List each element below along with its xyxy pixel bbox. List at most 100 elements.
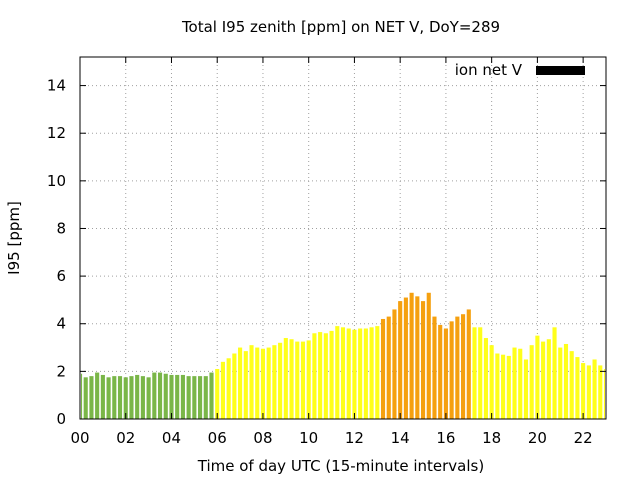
bar: [483, 338, 488, 419]
x-tick-labels: 00 02 04 06 08 10 12 14 16 18 20 22: [70, 429, 592, 447]
bar: [512, 347, 517, 419]
bar: [420, 301, 426, 419]
bar: [546, 339, 551, 419]
bar: [329, 330, 334, 419]
bar: [215, 368, 220, 419]
y-tick-label: 2: [56, 362, 66, 380]
bar: [415, 296, 420, 419]
x-tick-label: 22: [574, 429, 593, 447]
bar: [323, 333, 328, 419]
bar: [558, 347, 563, 419]
bar: [380, 318, 386, 419]
x-tick-label: 10: [299, 429, 318, 447]
plot-frame: [79, 56, 607, 420]
bar: [506, 355, 511, 419]
bar: [575, 357, 580, 419]
bar: [340, 327, 346, 419]
bar: [300, 341, 306, 419]
y-tick-label: 8: [56, 219, 66, 237]
bar: [243, 351, 248, 419]
bar: [443, 328, 448, 419]
y-tick-label: 12: [47, 124, 66, 142]
bar: [335, 326, 340, 419]
bar: [541, 341, 546, 419]
bar: [152, 372, 157, 419]
bar: [95, 372, 100, 419]
x-tick-label: 06: [208, 429, 227, 447]
x-axis-label: Time of day UTC (15-minute intervals): [197, 457, 484, 475]
bar: [112, 376, 117, 419]
bar: [135, 374, 140, 419]
bar: [117, 376, 123, 419]
bar: [169, 374, 174, 419]
bar: [403, 297, 408, 419]
bar: [278, 342, 283, 419]
bar: [203, 376, 208, 419]
bar: [140, 376, 145, 419]
y-axis-label: I95 [ppm]: [5, 201, 23, 275]
bar: [478, 327, 483, 419]
bar: [146, 377, 151, 419]
y-tick-labels: 0 2 4 6 8 10 12 14: [47, 77, 66, 428]
bar: [495, 353, 500, 419]
bar: [501, 354, 506, 419]
bar: [249, 345, 254, 419]
bar: [238, 347, 243, 419]
x-tick-label: 12: [345, 429, 364, 447]
y-tick-label: 6: [56, 267, 66, 285]
bar: [260, 348, 266, 419]
bar: [283, 338, 288, 419]
y-tick-label: 4: [56, 315, 66, 333]
bar: [523, 359, 529, 419]
x-tick-label: 08: [253, 429, 272, 447]
bar: [598, 365, 603, 419]
bar: [81, 373, 83, 419]
bar: [455, 316, 460, 419]
bar: [209, 372, 214, 419]
bar: [186, 376, 191, 419]
bar: [518, 348, 523, 419]
bar: [192, 376, 197, 419]
bar: [375, 326, 380, 419]
bar: [358, 328, 363, 419]
x-tick-label: 04: [162, 429, 181, 447]
bar: [266, 347, 271, 419]
bar: [312, 333, 317, 419]
x-tick-label: 02: [116, 429, 135, 447]
bar: [552, 327, 557, 419]
legend: ion net V: [455, 61, 585, 79]
bar: [180, 374, 185, 419]
x-tick-label: 20: [528, 429, 547, 447]
bar: [157, 372, 163, 419]
bar: [409, 292, 414, 419]
bar: [438, 324, 443, 419]
bar: [426, 292, 431, 419]
bar: [472, 327, 477, 419]
bar: [318, 332, 323, 419]
y-tick-label: 14: [47, 77, 66, 95]
bar: [535, 335, 540, 419]
bar: [603, 368, 605, 419]
bar: [352, 329, 357, 419]
x-tick-label: 00: [70, 429, 89, 447]
x-tick-label: 14: [391, 429, 410, 447]
bar: [432, 316, 437, 419]
bar: [175, 374, 180, 419]
bar: [592, 359, 597, 419]
bar: [100, 374, 105, 419]
bar: [563, 343, 569, 419]
bar: [106, 377, 111, 419]
bar: [295, 341, 300, 419]
bar: [163, 373, 168, 419]
bar: [466, 309, 471, 419]
chart-title: Total I95 zenith [ppm] on NET V, DoY=289: [181, 18, 500, 36]
bar: [198, 376, 203, 419]
legend-swatch: [536, 66, 585, 75]
bars: [81, 292, 605, 419]
bar: [83, 377, 88, 419]
x-tick-label: 18: [482, 429, 501, 447]
bar: [569, 351, 574, 419]
bar: [272, 345, 277, 419]
y-tick-label: 0: [56, 410, 66, 428]
